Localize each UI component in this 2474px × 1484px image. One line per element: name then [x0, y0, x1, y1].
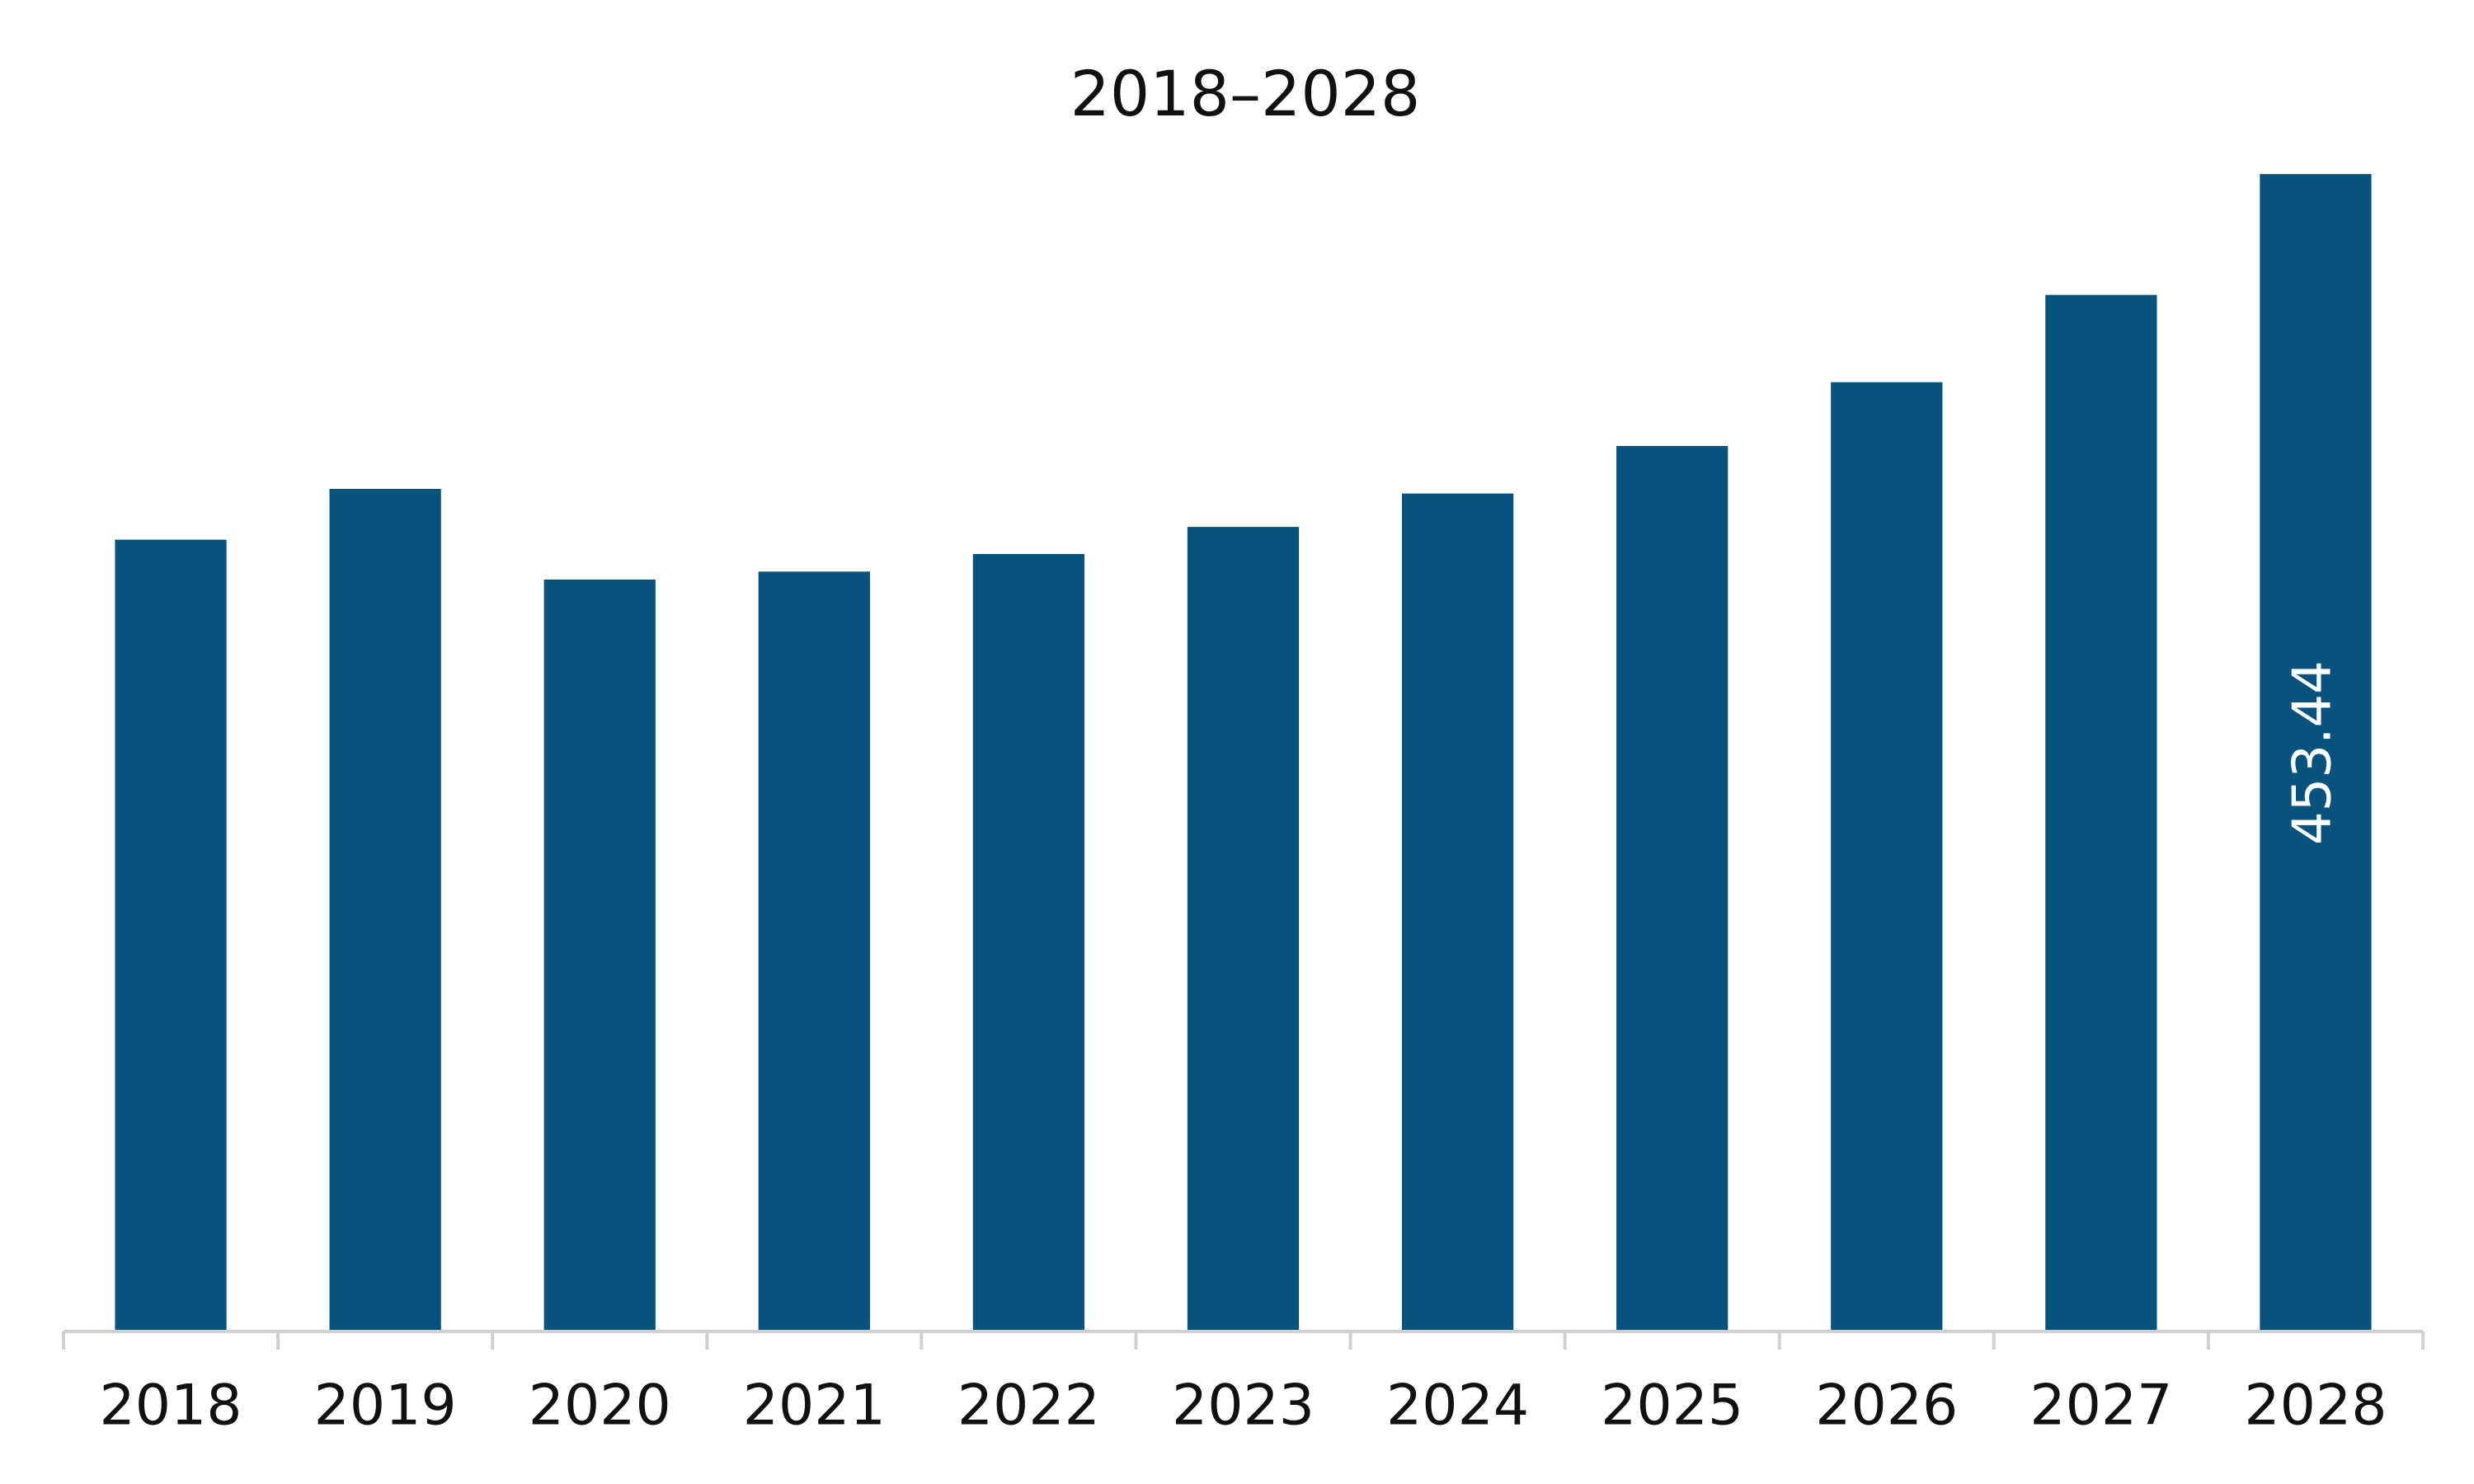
x-tick-label: 2021: [743, 1374, 886, 1439]
bar: [1616, 445, 1729, 1332]
chart-title: 2018–2028: [1070, 57, 1421, 130]
bar: [1187, 527, 1300, 1331]
x-tick-label: 2024: [1386, 1374, 1529, 1439]
x-tick-label: 2018: [100, 1374, 242, 1439]
bar: [2045, 294, 2157, 1332]
x-tick-label: 2025: [1601, 1374, 1743, 1439]
x-tick-label: 2026: [1815, 1374, 1958, 1439]
x-tick-label: 2027: [2030, 1374, 2172, 1439]
bar: [758, 571, 870, 1331]
data-label: 453.44: [2283, 660, 2344, 845]
x-tick-label: 2020: [529, 1374, 671, 1439]
bar: [329, 489, 441, 1331]
x-tick-label: 2023: [1172, 1374, 1315, 1439]
bar: [972, 553, 1085, 1331]
bar: [1401, 493, 1514, 1331]
bar: [115, 539, 227, 1331]
bar: [2260, 174, 2372, 1331]
x-tick-label: 2022: [957, 1374, 1100, 1439]
x-tick-label: 2028: [2244, 1374, 2387, 1439]
bar: [1831, 382, 1943, 1331]
bar: [543, 579, 656, 1331]
x-tick-label: 2019: [314, 1374, 457, 1439]
